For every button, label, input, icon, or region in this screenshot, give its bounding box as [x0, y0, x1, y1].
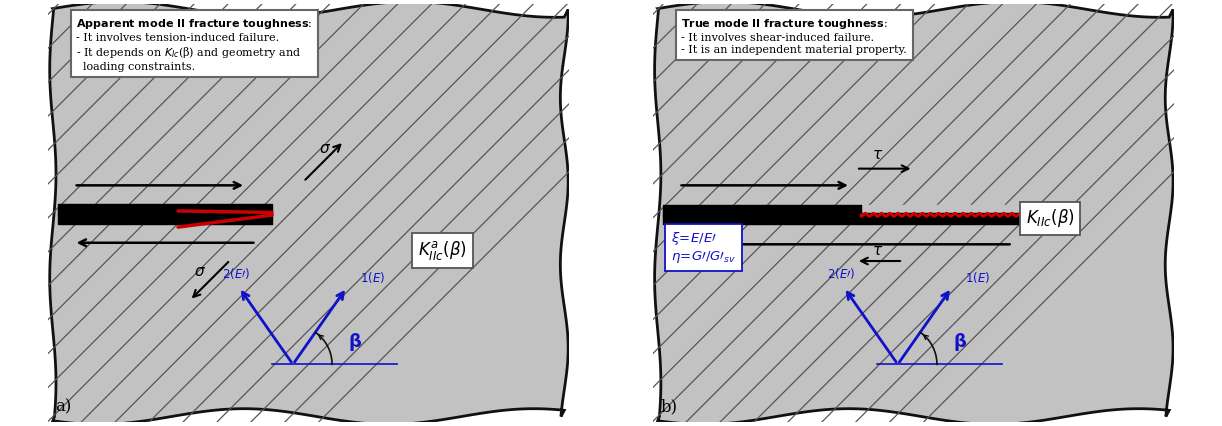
Text: $\mathit{1(E)}$: $\mathit{1(E)}$ — [964, 270, 990, 285]
Polygon shape — [655, 2, 1173, 424]
Text: $\mathit{1(E)}$: $\mathit{1(E)}$ — [359, 270, 385, 285]
Text: $\tau$: $\tau$ — [871, 148, 884, 162]
Text: b): b) — [660, 398, 677, 415]
Text: $\sigma$: $\sigma$ — [319, 142, 331, 156]
Text: a): a) — [55, 398, 72, 415]
Text: $\mathbf{\beta}$: $\mathbf{\beta}$ — [953, 331, 967, 353]
Polygon shape — [59, 213, 273, 215]
Text: $\tau$: $\tau$ — [871, 244, 884, 258]
Text: $\mathit{2(E\prime)}$: $\mathit{2(E\prime)}$ — [222, 266, 251, 281]
Text: $\sigma$: $\sigma$ — [194, 265, 205, 279]
Text: $\bf{True\ mode\ II\ fracture\ toughness}$:
- It involves shear-induced failure.: $\bf{True\ mode\ II\ fracture\ toughness… — [681, 17, 907, 55]
Text: $K^a_{IIc}(\beta)$: $K^a_{IIc}(\beta)$ — [418, 239, 467, 262]
Text: $K_{IIc}(\beta)$: $K_{IIc}(\beta)$ — [1025, 207, 1074, 230]
Text: $\bf{Apparent\ mode\ II\ fracture\ toughness}$:
- It involves tension-induced fa: $\bf{Apparent\ mode\ II\ fracture\ tough… — [76, 17, 313, 72]
Text: $\mathit{2(E\prime)}$: $\mathit{2(E\prime)}$ — [827, 266, 855, 281]
Text: $\mathbf{\beta}$: $\mathbf{\beta}$ — [348, 331, 362, 353]
Polygon shape — [50, 2, 568, 424]
Text: $\xi\!=\!E/E\prime$
$\eta\!=\!G\prime/G\prime_{sv}$: $\xi\!=\!E/E\prime$ $\eta\!=\!G\prime/G\… — [671, 230, 736, 265]
